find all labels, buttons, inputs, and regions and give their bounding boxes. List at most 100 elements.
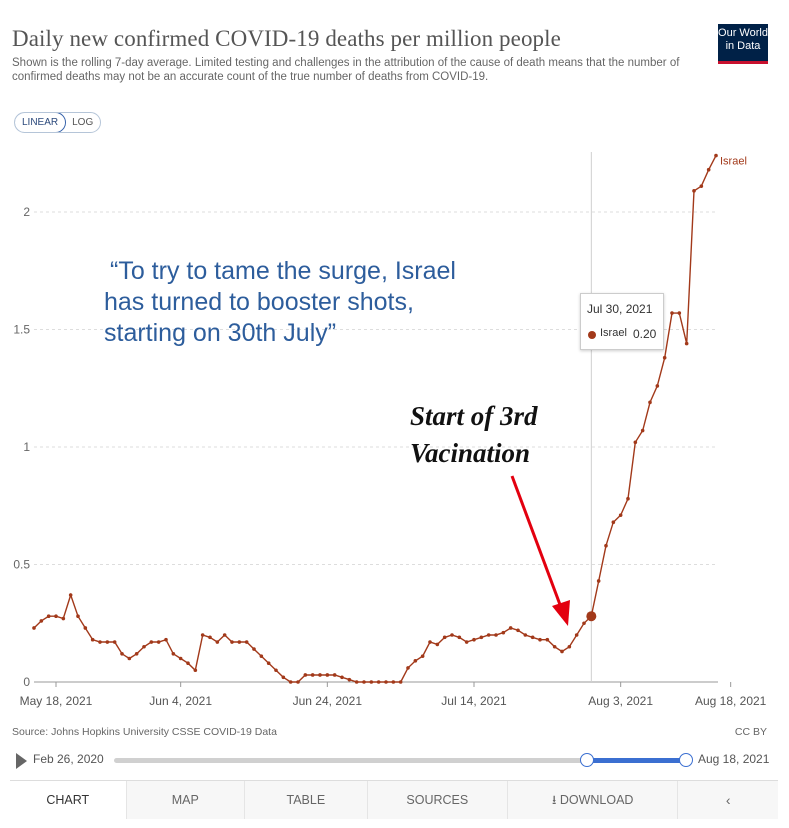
source-note[interactable]: Source: Johns Hopkins University CSSE CO…	[12, 726, 277, 738]
data-point[interactable]	[149, 640, 154, 644]
data-point[interactable]	[611, 520, 616, 524]
data-point[interactable]	[648, 400, 652, 405]
data-point[interactable]	[171, 652, 176, 656]
data-point[interactable]	[479, 635, 484, 640]
data-point[interactable]	[215, 640, 220, 644]
data-point[interactable]	[318, 673, 322, 677]
data-point[interactable]	[501, 630, 506, 635]
series-line-israel[interactable]	[33, 155, 717, 683]
data-point[interactable]	[310, 673, 315, 677]
timeline-end-handle[interactable]	[679, 753, 693, 767]
data-point[interactable]	[244, 640, 249, 644]
data-point[interactable]	[706, 167, 711, 172]
tab-table[interactable]: TABLE	[245, 781, 368, 819]
data-point[interactable]	[274, 668, 278, 673]
data-point[interactable]	[142, 644, 146, 649]
data-point[interactable]	[398, 680, 403, 684]
series-israel[interactable]	[32, 153, 718, 684]
data-point[interactable]	[164, 637, 168, 642]
data-point[interactable]	[384, 680, 388, 684]
data-point[interactable]	[296, 680, 300, 684]
data-point[interactable]	[670, 311, 674, 315]
data-point[interactable]	[134, 652, 139, 656]
data-point[interactable]	[413, 659, 418, 663]
data-point[interactable]	[596, 579, 601, 583]
tab-sources[interactable]: SOURCES	[367, 781, 509, 819]
data-point[interactable]	[208, 635, 212, 640]
data-point[interactable]	[552, 644, 557, 649]
data-point[interactable]	[714, 153, 718, 158]
play-icon[interactable]	[16, 753, 27, 769]
data-point[interactable]	[406, 666, 410, 670]
data-point[interactable]	[98, 640, 102, 644]
data-point[interactable]	[156, 640, 161, 644]
data-point[interactable]	[464, 640, 469, 644]
hover-point[interactable]	[586, 611, 597, 622]
data-point[interactable]	[699, 184, 704, 188]
data-point[interactable]	[508, 626, 513, 630]
data-point[interactable]	[633, 440, 638, 445]
data-point[interactable]	[252, 647, 256, 651]
data-point[interactable]	[677, 311, 682, 315]
data-point[interactable]	[626, 496, 630, 501]
data-point[interactable]	[442, 635, 447, 640]
data-point[interactable]	[193, 668, 198, 673]
data-point[interactable]	[112, 640, 117, 644]
data-point[interactable]	[486, 633, 491, 637]
data-point[interactable]	[83, 626, 88, 630]
data-point[interactable]	[61, 616, 66, 621]
data-point[interactable]	[450, 633, 454, 637]
data-point[interactable]	[39, 619, 44, 623]
tab-download[interactable]: ⭳ DOWNLOAD	[508, 781, 679, 819]
data-point[interactable]	[618, 513, 623, 517]
data-point[interactable]	[640, 428, 645, 433]
data-point[interactable]	[200, 633, 205, 637]
data-point[interactable]	[574, 633, 579, 637]
data-point[interactable]	[325, 673, 330, 677]
log-scale-button[interactable]: LOG	[72, 117, 94, 128]
data-point[interactable]	[457, 635, 462, 640]
license-link[interactable]: CC BY	[734, 726, 767, 738]
data-point[interactable]	[582, 621, 586, 626]
data-point[interactable]	[347, 677, 352, 682]
data-point[interactable]	[662, 355, 667, 360]
owid-logo[interactable]: Our World in Data	[718, 24, 768, 64]
data-point[interactable]	[105, 640, 110, 644]
data-point[interactable]	[435, 642, 440, 647]
data-point[interactable]	[530, 635, 535, 640]
data-point[interactable]	[472, 637, 476, 642]
data-point[interactable]	[46, 614, 51, 618]
data-point[interactable]	[178, 656, 183, 661]
data-point[interactable]	[362, 680, 366, 684]
data-point[interactable]	[222, 633, 227, 637]
tab-chart[interactable]: CHART	[10, 781, 127, 819]
data-point[interactable]	[32, 626, 36, 630]
data-point[interactable]	[376, 680, 381, 684]
data-point[interactable]	[237, 640, 242, 644]
data-point[interactable]	[545, 637, 550, 642]
data-point[interactable]	[538, 637, 542, 642]
data-point[interactable]	[684, 341, 689, 346]
data-point[interactable]	[655, 384, 660, 388]
timeline-track[interactable]	[114, 753, 693, 767]
share-button[interactable]: ‹	[678, 781, 778, 819]
data-point[interactable]	[340, 675, 344, 680]
linear-scale-button[interactable]: LINEAR	[15, 113, 67, 132]
data-point[interactable]	[127, 656, 132, 661]
data-point[interactable]	[420, 654, 425, 658]
data-point[interactable]	[692, 189, 696, 193]
data-point[interactable]	[281, 675, 286, 680]
data-point[interactable]	[494, 633, 498, 637]
data-point[interactable]	[332, 673, 337, 677]
data-point[interactable]	[230, 640, 234, 644]
tab-map[interactable]: MAP	[126, 781, 246, 819]
data-point[interactable]	[516, 628, 520, 633]
line-chart[interactable]: 0 0.5 1 1.5 2 May 18, 2021 Jun 4, 2021 Jun 24,…	[0, 140, 789, 720]
data-point[interactable]	[354, 680, 359, 684]
data-point[interactable]	[54, 614, 58, 618]
data-point[interactable]	[76, 614, 80, 618]
data-point[interactable]	[288, 680, 293, 684]
timeline-start-handle[interactable]	[580, 753, 595, 767]
data-point[interactable]	[428, 640, 432, 644]
data-point[interactable]	[391, 680, 396, 684]
